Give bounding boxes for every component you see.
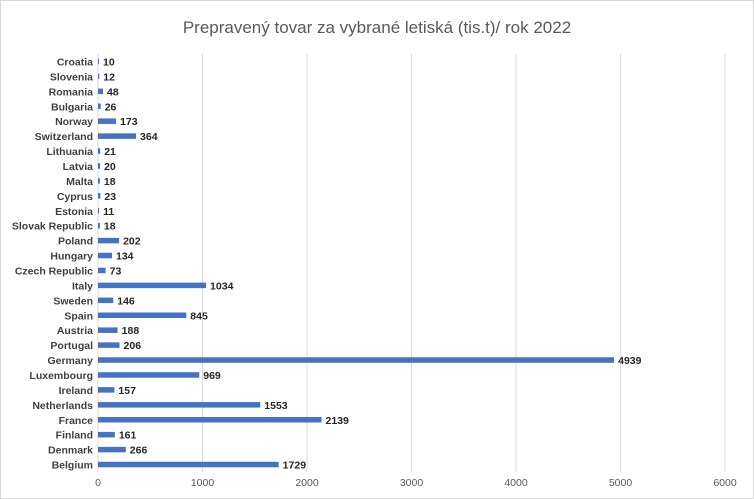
- data-label: 173: [120, 116, 138, 128]
- category-label: Denmark: [48, 445, 93, 457]
- category-label: Luxembourg: [29, 370, 93, 382]
- data-label: 23: [104, 191, 116, 203]
- bar: [98, 282, 207, 289]
- data-label: 969: [203, 370, 221, 382]
- data-label: 146: [117, 295, 135, 307]
- bar: [98, 461, 279, 468]
- bar: [98, 193, 101, 199]
- category-label: Romania: [49, 86, 94, 98]
- category-label: Czech Republic: [15, 265, 93, 277]
- data-label: 134: [116, 251, 134, 263]
- category-label: Bulgaria: [51, 101, 93, 113]
- bar: [98, 297, 114, 304]
- data-label: 1034: [210, 280, 234, 292]
- category-label: Austria: [57, 325, 93, 337]
- data-label: 1729: [283, 460, 307, 472]
- data-label: 26: [105, 101, 117, 113]
- category-label: Switzerland: [35, 131, 93, 143]
- category-label: Finland: [56, 430, 93, 442]
- bar: [98, 417, 322, 423]
- data-label: 4939: [618, 355, 642, 367]
- bar: [98, 58, 100, 65]
- bar: [98, 357, 615, 363]
- data-label: 2139: [326, 415, 350, 427]
- x-tick-label: 2000: [295, 477, 319, 489]
- data-label: 20: [104, 161, 116, 173]
- x-tick-label: 6000: [713, 477, 737, 489]
- bar: [98, 237, 120, 244]
- data-label: 21: [104, 146, 116, 158]
- chart-title: Prepravený tovar za vybrané letiská (tis…: [182, 18, 572, 37]
- bar: [98, 252, 113, 259]
- bar: [98, 148, 101, 154]
- bar: [98, 208, 100, 214]
- category-label: Germany: [47, 355, 93, 367]
- data-label: 10: [103, 56, 115, 68]
- category-label: Portugal: [50, 340, 93, 352]
- category-label: Cyprus: [57, 191, 93, 203]
- bar: [98, 133, 137, 139]
- x-tick-label: 0: [95, 477, 101, 489]
- bar: [98, 372, 200, 378]
- data-label: 12: [103, 71, 115, 83]
- data-label: 266: [130, 445, 148, 457]
- category-label: Norway: [55, 116, 93, 128]
- category-label: Slovenia: [50, 71, 93, 83]
- bar: [98, 178, 100, 184]
- category-label: France: [59, 415, 94, 427]
- category-label: Estonia: [55, 206, 93, 218]
- data-label: 364: [140, 131, 158, 143]
- bar: [98, 103, 101, 109]
- bar: [98, 402, 261, 408]
- bar: [98, 431, 115, 438]
- bar: [98, 222, 100, 229]
- bar: [98, 267, 106, 274]
- category-label: Slovak Republic: [12, 221, 93, 233]
- category-label: Ireland: [59, 385, 93, 397]
- category-label: Spain: [64, 310, 93, 322]
- bar: [98, 118, 117, 124]
- x-tick-label: 1000: [191, 477, 215, 489]
- category-label: Latvia: [63, 161, 94, 173]
- bar: [98, 446, 126, 453]
- category-label: Poland: [58, 236, 93, 248]
- category-label: Italy: [72, 280, 93, 292]
- bar: [98, 387, 115, 393]
- category-label: Lithuania: [46, 146, 93, 158]
- data-label: 73: [110, 265, 122, 277]
- bar: [98, 327, 118, 333]
- data-label: 11: [103, 206, 114, 218]
- bar: [98, 163, 101, 169]
- data-label: 1553: [264, 400, 288, 412]
- category-label: Netherlands: [32, 400, 93, 412]
- data-label: 161: [119, 430, 137, 442]
- data-label: 18: [104, 221, 116, 233]
- category-label: Sweden: [53, 295, 93, 307]
- data-label: 202: [123, 236, 141, 248]
- x-tick-label: 5000: [609, 477, 633, 489]
- data-label: 845: [190, 310, 208, 322]
- bar: [98, 342, 120, 348]
- x-tick-label: 4000: [504, 477, 528, 489]
- bar: [98, 312, 187, 318]
- data-label: 157: [118, 385, 136, 397]
- category-label: Hungary: [50, 251, 93, 263]
- data-label: 48: [107, 86, 119, 98]
- category-label: Malta: [66, 176, 93, 188]
- data-label: 18: [104, 176, 116, 188]
- category-label: Croatia: [57, 56, 93, 68]
- data-label: 206: [124, 340, 142, 352]
- bar: [98, 73, 100, 80]
- data-label: 188: [122, 325, 140, 337]
- category-label: Belgium: [52, 460, 93, 472]
- bar: [98, 88, 104, 95]
- x-tick-label: 3000: [400, 477, 424, 489]
